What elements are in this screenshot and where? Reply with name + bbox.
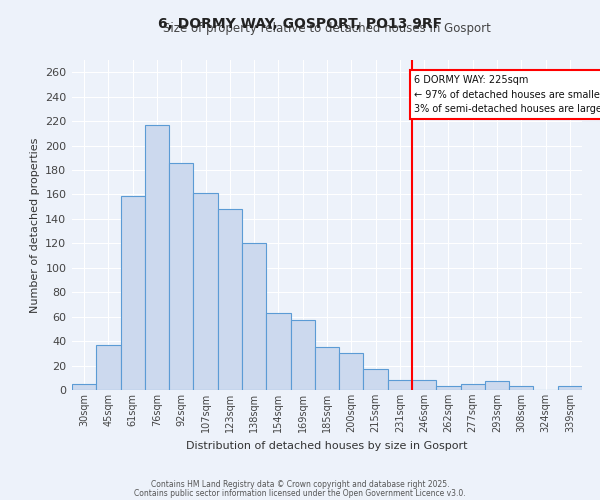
Text: 6 DORMY WAY: 225sqm
← 97% of detached houses are smaller (1,215)
3% of semi-deta: 6 DORMY WAY: 225sqm ← 97% of detached ho…: [415, 74, 600, 114]
Text: 6, DORMY WAY, GOSPORT, PO13 9RF: 6, DORMY WAY, GOSPORT, PO13 9RF: [158, 18, 442, 32]
Y-axis label: Number of detached properties: Number of detached properties: [29, 138, 40, 312]
Title: Size of property relative to detached houses in Gosport: Size of property relative to detached ho…: [163, 22, 491, 35]
Bar: [509, 386, 533, 390]
Bar: [461, 384, 485, 390]
Text: Contains HM Land Registry data © Crown copyright and database right 2025.: Contains HM Land Registry data © Crown c…: [151, 480, 449, 489]
Bar: [145, 125, 169, 390]
Bar: [315, 347, 339, 390]
Bar: [169, 162, 193, 390]
Bar: [436, 386, 461, 390]
Bar: [364, 369, 388, 390]
Bar: [290, 320, 315, 390]
Bar: [121, 196, 145, 390]
Bar: [96, 345, 121, 390]
Bar: [193, 193, 218, 390]
Bar: [558, 386, 582, 390]
Bar: [242, 244, 266, 390]
Bar: [339, 354, 364, 390]
Bar: [485, 382, 509, 390]
X-axis label: Distribution of detached houses by size in Gosport: Distribution of detached houses by size …: [186, 440, 468, 450]
Bar: [388, 380, 412, 390]
Bar: [266, 313, 290, 390]
Bar: [412, 380, 436, 390]
Text: Contains public sector information licensed under the Open Government Licence v3: Contains public sector information licen…: [134, 489, 466, 498]
Bar: [72, 384, 96, 390]
Bar: [218, 209, 242, 390]
